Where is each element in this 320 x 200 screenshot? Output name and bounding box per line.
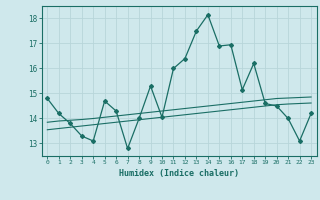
X-axis label: Humidex (Indice chaleur): Humidex (Indice chaleur)	[119, 169, 239, 178]
